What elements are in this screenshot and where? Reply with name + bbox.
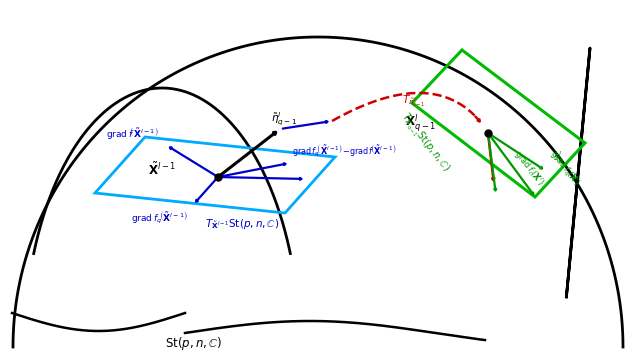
- Text: $\mathbf{X}_{q-1}^l$: $\mathbf{X}_{q-1}^l$: [405, 113, 436, 135]
- Text: $\tilde{\eta}_{q-1}^l$: $\tilde{\eta}_{q-1}^l$: [271, 111, 297, 128]
- Text: $\mathrm{grad}\,f_{q}\!\left(\tilde{\mathbf{X}}^{l-1}\right)\!-\!\mathrm{grad}\,: $\mathrm{grad}\,f_{q}\!\left(\tilde{\mat…: [292, 143, 397, 159]
- Text: $\mathrm{grad}\,f_{q}\!\left(\tilde{\mathbf{X}}^{l-1}\right)$: $\mathrm{grad}\,f_{q}\!\left(\tilde{\mat…: [131, 210, 188, 226]
- Text: $T_{\mathbf{X}_{q-1}^l}\mathrm{St}(p,n,\mathbb{C})$: $T_{\mathbf{X}_{q-1}^l}\mathrm{St}(p,n,\…: [396, 110, 454, 176]
- Text: $\mathrm{grad}\,f_q\!\left(\mathbf{X}^l\right)$: $\mathrm{grad}\,f_q\!\left(\mathbf{X}^l\…: [546, 147, 584, 190]
- Text: $\tilde{\mathbf{X}}^{l-1}$: $\tilde{\mathbf{X}}^{l-1}$: [148, 162, 176, 178]
- Text: $s_q^l$: $s_q^l$: [553, 149, 564, 167]
- Text: $T_{\tilde{\mathbf{X}}^{l-1}}\mathrm{St}(p,n,\mathbb{C})$: $T_{\tilde{\mathbf{X}}^{l-1}}\mathrm{St}…: [205, 217, 279, 231]
- Text: $\mathrm{grad}\,f\!\left(\tilde{\mathbf{X}}^{l-1}\right)$: $\mathrm{grad}\,f\!\left(\tilde{\mathbf{…: [106, 125, 158, 141]
- Text: $\mathrm{St}(p,n,\mathbb{C})$: $\mathrm{St}(p,n,\mathbb{C})$: [165, 335, 223, 352]
- Text: $\mathrm{grad}\,f_c\!\left(\mathbf{X}^l\right)$: $\mathrm{grad}\,f_c\!\left(\mathbf{X}^l\…: [510, 147, 547, 189]
- Text: $T_{\tilde{\eta}_{l-1}^l}$: $T_{\tilde{\eta}_{l-1}^l}$: [402, 93, 426, 109]
